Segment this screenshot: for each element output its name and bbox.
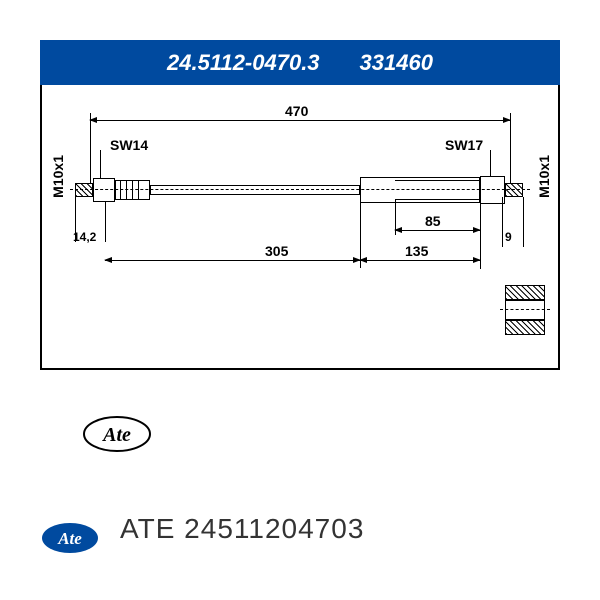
footer-brand: ATE: [120, 513, 175, 544]
dim-470: 470: [285, 103, 308, 119]
crimp-rib: [138, 180, 139, 200]
hex-left: [93, 178, 115, 202]
header-bar: 24.5112-0470.3 331460: [40, 40, 560, 85]
ref-number: 331460: [360, 50, 433, 76]
thread-right-label: M10x1: [536, 155, 552, 198]
ate-logo: Ate: [82, 415, 152, 453]
dim-135-line: [360, 260, 480, 261]
ext-line: [75, 197, 76, 242]
wrench-right-label: SW17: [445, 137, 483, 153]
thread-left: [75, 183, 93, 197]
diagram-area: M10x1 M10x1 SW14 SW17 470 14,2 305 135: [40, 85, 560, 370]
svg-text:Ate: Ate: [57, 529, 82, 548]
hose-tube: [150, 185, 360, 195]
ext-line: [90, 113, 91, 188]
footer-logo: Ate: [40, 521, 100, 560]
crimp-rib: [132, 180, 133, 200]
footer-part: 24511204703: [184, 513, 364, 544]
wrench-left-label: SW14: [110, 137, 148, 153]
leader-sw14: [100, 150, 101, 178]
ext-line: [502, 197, 503, 247]
thread-left-label: M10x1: [50, 155, 66, 198]
leader-sw17: [490, 150, 491, 176]
dim-85-line: [395, 230, 480, 231]
dim-470-line: [90, 120, 510, 121]
dim-9: 9: [505, 230, 512, 244]
dim-14-2: 14,2: [73, 230, 96, 244]
dim-305-line: [105, 260, 360, 261]
connector-detail: [500, 275, 560, 345]
centerline: [70, 189, 530, 190]
crimp-rib: [120, 180, 121, 200]
ext-line: [510, 113, 511, 188]
dim-135: 135: [405, 243, 428, 259]
ext-line: [480, 204, 481, 269]
ext-line: [395, 200, 396, 235]
thread-right: [505, 183, 523, 197]
footer-text: ATE 24511204703: [120, 513, 364, 545]
part-number: 24.5112-0470.3: [167, 50, 320, 76]
dim-305: 305: [265, 243, 288, 259]
sleeve-inner: [395, 180, 480, 200]
svg-text:Ate: Ate: [101, 424, 131, 446]
ext-line: [523, 197, 524, 247]
dim-85: 85: [425, 213, 441, 229]
ext-line: [105, 202, 106, 242]
crimp-rib: [126, 180, 127, 200]
